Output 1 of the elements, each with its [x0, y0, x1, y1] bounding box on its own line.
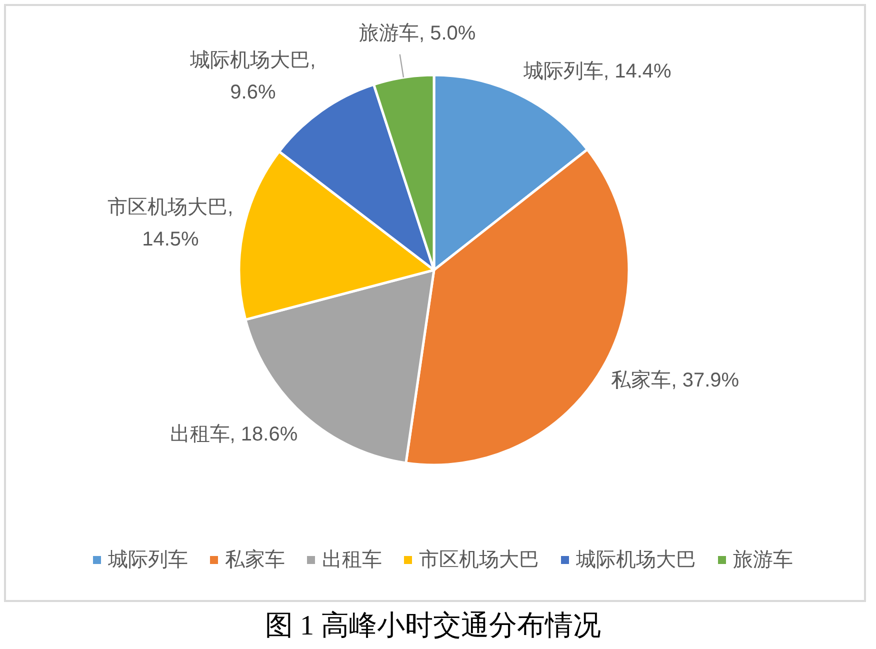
- title: 图 1 高峰小时交通分布情况: [265, 610, 601, 642]
